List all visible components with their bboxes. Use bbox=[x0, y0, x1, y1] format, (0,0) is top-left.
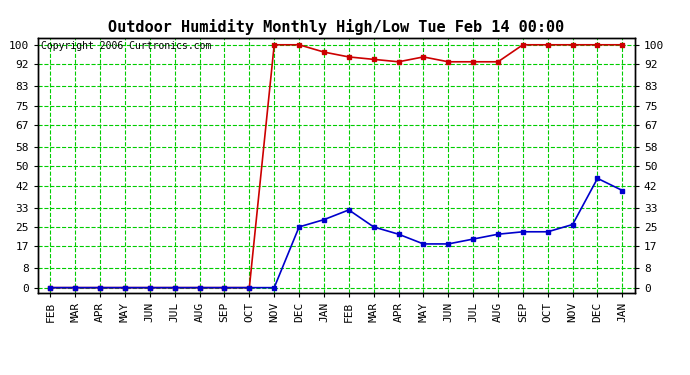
Title: Outdoor Humidity Monthly High/Low Tue Feb 14 00:00: Outdoor Humidity Monthly High/Low Tue Fe… bbox=[108, 19, 564, 35]
Text: Copyright 2006 Curtronics.com: Copyright 2006 Curtronics.com bbox=[41, 41, 211, 51]
